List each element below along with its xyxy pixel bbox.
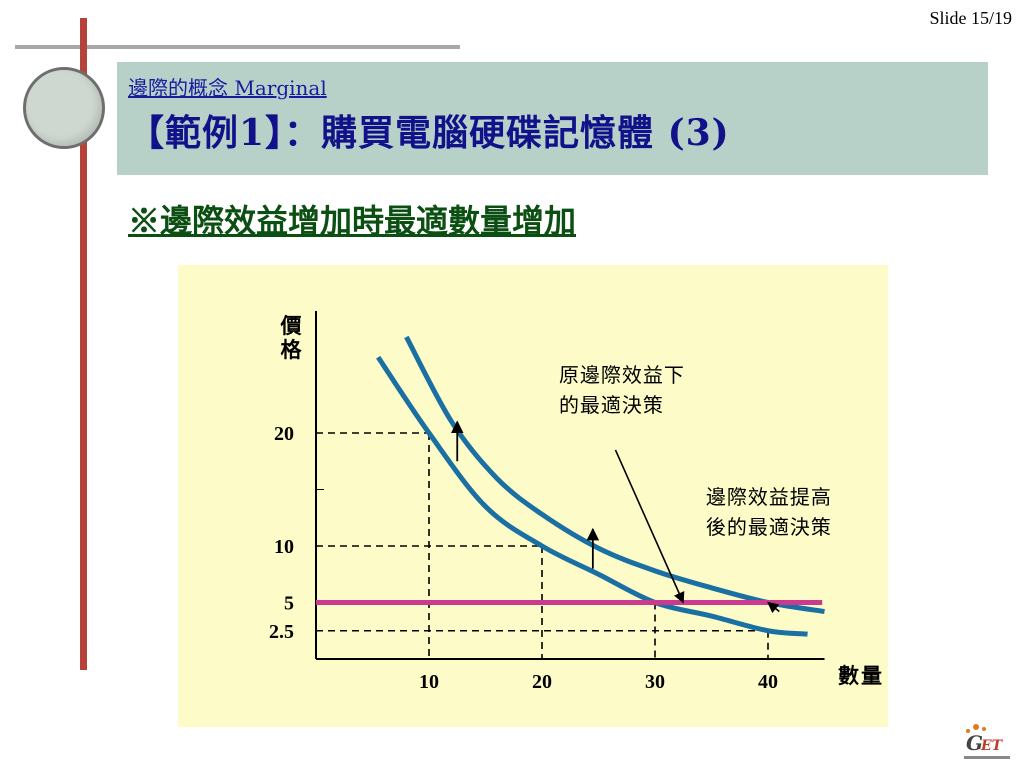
chart-panel: 原邊際效益下 的最適決策邊際效益提高 後的最適決策 10 20 30 40 20 10 5 2.5… bbox=[178, 265, 888, 727]
slide-title: 【範例1】：購買電腦硬碟記憶體 (3) bbox=[128, 112, 730, 154]
annotation-arrow-1 bbox=[767, 601, 780, 614]
y-axis-label-char-0: 價 bbox=[280, 313, 303, 338]
slide-subtitle: 邊際的概念 Marginal bbox=[128, 76, 327, 100]
title-banner bbox=[117, 62, 988, 175]
y-tick-label-2_5: 2.5 bbox=[269, 621, 294, 643]
y-tick-label-10: 10 bbox=[274, 536, 294, 558]
annotation-text-1-1: 後的最適決策 bbox=[706, 515, 832, 539]
top-divider-line bbox=[15, 45, 460, 49]
get-logo-icon: G ET bbox=[964, 724, 1010, 759]
demand-curve-0 bbox=[376, 355, 808, 637]
x-axis-label: 數量 bbox=[838, 663, 884, 688]
slide-number: Slide 15/19 bbox=[929, 8, 1012, 28]
annotation-text-1-0: 邊際效益提高 bbox=[706, 485, 832, 509]
svg-text:ET: ET bbox=[980, 738, 1004, 754]
left-accent-bar bbox=[80, 18, 87, 670]
y-tick-label-20: 20 bbox=[274, 423, 294, 445]
slide-headline: ※邊際效益增加時最適數量增加 bbox=[128, 202, 577, 240]
svg-text:G: G bbox=[966, 731, 983, 755]
y-tick-label-5: 5 bbox=[284, 593, 294, 615]
x-tick-label-10: 10 bbox=[419, 671, 439, 693]
y-axis-label-char-1: 格 bbox=[281, 337, 303, 362]
x-tick-label-20: 20 bbox=[532, 671, 552, 693]
decorative-circle bbox=[23, 67, 105, 149]
x-tick-label-30: 30 bbox=[645, 671, 665, 693]
annotation-text-0-0: 原邊際效益下 bbox=[559, 363, 685, 387]
annotation-text-0-1: 的最適決策 bbox=[559, 393, 664, 417]
x-tick-label-40: 40 bbox=[758, 671, 778, 693]
annotation-arrow-0 bbox=[614, 449, 685, 604]
